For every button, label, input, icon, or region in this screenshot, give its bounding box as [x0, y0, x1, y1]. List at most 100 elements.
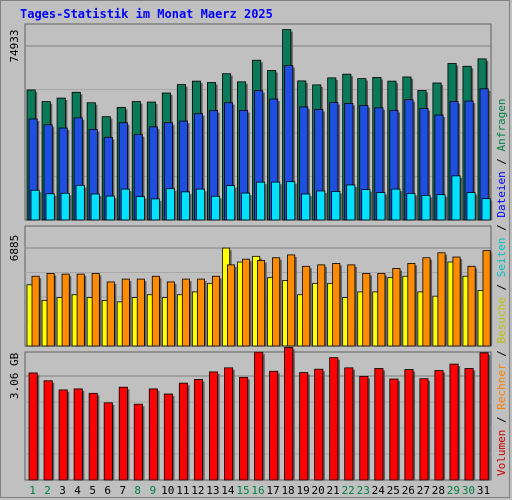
x-tick-label: 4	[74, 484, 81, 497]
bar-besucher-day-30	[467, 265, 476, 347]
legend-separator: /	[495, 277, 508, 297]
bar-volumen-day-17	[269, 370, 279, 481]
x-tick-label: 3	[59, 484, 66, 497]
y-tick-label: 6885	[8, 235, 21, 262]
bar-besucher-day-4	[76, 273, 85, 347]
bar-seiten-day-27	[421, 194, 431, 221]
x-tick-label: 22	[342, 484, 355, 497]
x-tick-label: 18	[281, 484, 294, 497]
x-tick-label: 29	[447, 484, 460, 497]
x-tick-label: 8	[134, 484, 141, 497]
x-tick-label: 20	[312, 484, 325, 497]
bar-volumen-day-8	[133, 403, 143, 481]
bar-besucher-day-24	[377, 273, 386, 347]
bar-besucher-day-2	[46, 273, 55, 347]
bar-seiten-day-4	[75, 185, 85, 221]
bar-seiten-day-24	[376, 192, 386, 221]
bar-volumen-day-1	[28, 372, 38, 481]
legend-item-seiten: Seiten	[495, 238, 508, 278]
bar-volumen-day-25	[389, 378, 399, 481]
bar-seiten-day-31	[481, 198, 491, 221]
bar-besucher-day-6	[106, 281, 115, 347]
bar-besucher-day-11	[181, 278, 190, 347]
legend-separator: /	[495, 410, 508, 430]
bar-besucher-day-25	[392, 268, 401, 347]
bar-besucher-day-29	[452, 256, 461, 347]
x-tick-label: 25	[387, 484, 400, 497]
bar-seiten-day-7	[120, 188, 130, 221]
bar-seiten-day-9	[150, 198, 160, 221]
bar-besucher-day-19	[302, 265, 311, 347]
bar-seiten-day-6	[105, 195, 115, 221]
bar-seiten-day-18	[286, 181, 296, 221]
bar-besucher-day-1	[31, 275, 40, 347]
bar-seiten-day-1	[30, 189, 40, 221]
bar-seiten-day-22	[346, 184, 356, 221]
bar-besucher-day-21	[332, 263, 341, 347]
bar-seiten-day-17	[271, 181, 281, 221]
bar-seiten-day-21	[331, 191, 341, 221]
bar-volumen-day-30	[464, 368, 474, 481]
chart-panel-bottom: 3.06 GB	[8, 347, 492, 481]
bar-seiten-day-14	[226, 185, 236, 221]
bar-volumen-day-20	[314, 368, 324, 481]
x-tick-label: 17	[266, 484, 279, 497]
x-tick-label: 10	[161, 484, 174, 497]
x-tick-label: 23	[357, 484, 370, 497]
bar-besucher-day-13	[211, 275, 221, 347]
x-tick-label: 26	[402, 484, 415, 497]
chart-panel-middle: 6885	[8, 225, 493, 347]
x-tick-label: 9	[149, 484, 156, 497]
bar-seiten-day-30	[466, 192, 476, 221]
x-tick-label: 15	[236, 484, 249, 497]
y-tick-label: 74933	[8, 29, 21, 62]
bar-volumen-day-22	[344, 367, 354, 481]
bar-volumen-day-14	[224, 367, 234, 481]
x-tick-label: 14	[221, 484, 235, 497]
bar-seiten-day-11	[180, 191, 190, 221]
legend: Volumen / Rechner / Besuche / Seiten / D…	[495, 98, 508, 476]
legend-separator: /	[495, 151, 508, 171]
bar-volumen-day-10	[163, 393, 173, 481]
bar-besucher-day-20	[317, 264, 326, 347]
bar-volumen-day-31	[479, 352, 489, 481]
bar-seiten-day-8	[135, 196, 145, 221]
x-tick-label: 19	[296, 484, 309, 497]
bar-volumen-day-19	[299, 372, 309, 481]
bar-seiten-day-15	[241, 192, 251, 221]
bar-seiten-day-20	[316, 190, 326, 221]
bar-besucher-day-27	[422, 257, 431, 347]
bar-seiten-day-3	[60, 192, 70, 221]
bar-volumen-day-18	[284, 347, 294, 481]
bar-besucher-day-5	[91, 273, 100, 347]
bar-volumen-day-24	[374, 368, 384, 481]
bar-seiten-day-12	[195, 188, 206, 221]
legend-item-dateien: Dateien	[495, 171, 508, 217]
bar-besucher-day-12	[196, 278, 205, 347]
bar-seiten-day-28	[436, 194, 446, 221]
x-tick-label: 16	[251, 484, 264, 497]
bar-volumen-day-11	[178, 382, 188, 481]
bar-volumen-day-12	[193, 378, 204, 481]
bar-volumen-day-29	[449, 363, 459, 481]
bar-volumen-day-16	[254, 351, 264, 481]
x-tick-label: 13	[206, 484, 219, 497]
x-tick-label: 12	[191, 484, 204, 497]
legend-item-anfragen: Anfragen	[495, 98, 508, 151]
x-tick-label: 2	[44, 484, 51, 497]
x-tick-label: 28	[432, 484, 445, 497]
bar-volumen-day-13	[208, 371, 219, 481]
bar-volumen-day-27	[419, 378, 429, 481]
bar-seiten-day-2	[45, 193, 55, 221]
bar-besucher-day-18	[287, 254, 296, 347]
bar-besucher-day-17	[272, 257, 281, 347]
legend-separator: /	[495, 344, 508, 364]
x-tick-label: 6	[104, 484, 111, 497]
bar-seiten-day-16	[256, 181, 266, 221]
chart-panel-top: 74933	[8, 23, 493, 221]
bar-volumen-day-2	[43, 380, 53, 481]
bar-besucher-day-15	[242, 258, 251, 347]
x-tick-label: 5	[89, 484, 96, 497]
bar-volumen-day-21	[329, 357, 339, 481]
bar-besucher-day-26	[407, 263, 416, 347]
